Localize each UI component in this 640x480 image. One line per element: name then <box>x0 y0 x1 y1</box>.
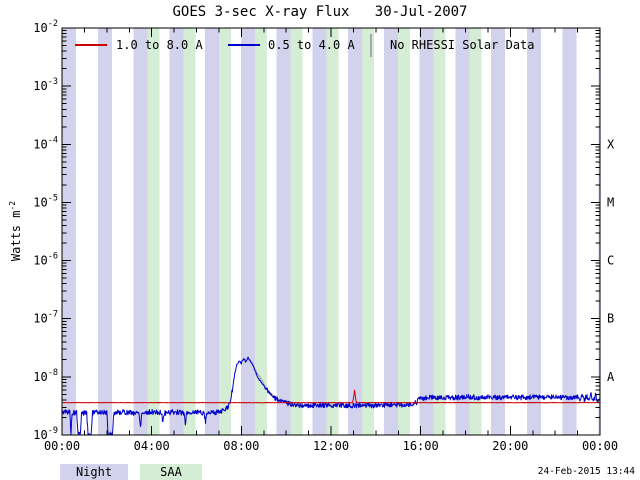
night-band <box>240 28 256 435</box>
series-1-0-to-8-0-a <box>61 389 601 404</box>
flare-class-label: C <box>607 254 614 268</box>
night-band <box>383 28 399 435</box>
series-0-5-to-4-0-a <box>61 356 601 436</box>
x-tick-label: 00:00 <box>44 439 80 453</box>
night-band <box>419 28 434 435</box>
night-band <box>526 28 542 435</box>
x-tick-label: 08:00 <box>223 439 259 453</box>
y-tick-label: 10-3 <box>33 77 58 93</box>
legend-label-goes-short: 0.5 to 4.0 A <box>268 38 355 52</box>
night-band <box>562 28 577 435</box>
night-band <box>169 28 184 435</box>
x-tick-label: 16:00 <box>403 439 439 453</box>
y-tick-label: 10-4 <box>33 135 58 151</box>
x-tick-label: 12:00 <box>313 439 349 453</box>
legend-label-goes-long: 1.0 to 8.0 A <box>116 38 203 52</box>
saa-band <box>362 28 375 435</box>
saa-band <box>255 28 267 435</box>
night-band <box>598 28 600 435</box>
night-band <box>455 28 470 435</box>
night-band <box>97 28 112 435</box>
night-band <box>62 28 77 435</box>
saa-band <box>433 28 446 435</box>
legend-line-goes-short <box>228 44 260 46</box>
flare-class-label: A <box>607 370 615 384</box>
night-band <box>348 28 363 435</box>
axes <box>61 27 601 436</box>
chart-title: GOES 3-sec X-ray Flux 30-Jul-2007 <box>172 4 468 20</box>
x-tick-label: 20:00 <box>492 439 528 453</box>
saa-band <box>183 28 196 435</box>
saa-band <box>290 28 303 435</box>
saa-band <box>469 28 482 435</box>
saa-legend-label: SAA <box>160 465 182 479</box>
night-band <box>312 28 327 435</box>
saa-band <box>326 28 339 435</box>
night-band <box>205 28 220 435</box>
y-tick-label: 10-2 <box>33 19 58 35</box>
night-legend-label: Night <box>75 465 113 479</box>
saa-band <box>147 28 160 435</box>
plot-generation-timestamp: 24-Feb-2015 13:44 <box>537 466 635 477</box>
flare-class-label: X <box>607 137 615 151</box>
night-band <box>491 28 506 435</box>
y-tick-label: 10-7 <box>33 310 58 326</box>
y-axis-title-exponent: -2 <box>8 200 17 211</box>
night-band <box>133 28 148 435</box>
night-legend-swatch: Night <box>60 464 128 480</box>
flare-class-label: B <box>607 312 614 326</box>
night-band <box>276 28 291 435</box>
y-tick-label: 10-8 <box>33 368 58 384</box>
saa-band <box>219 28 232 435</box>
orbit-bands <box>62 28 600 435</box>
y-axis-title: Watts m-2 <box>6 171 23 291</box>
y-tick-label: 10-5 <box>33 193 58 209</box>
legend-line-no-rhessi <box>370 34 372 57</box>
axis-labels: 00:00 04:00 08:00 12:00 16:00 20:00 00:00 10-2 1… <box>33 19 618 453</box>
legend-line-goes-long <box>75 44 107 46</box>
saa-legend-swatch: SAA <box>140 464 202 480</box>
x-tick-label: 00:00 <box>582 439 618 453</box>
x-tick-label: 04:00 <box>134 439 170 453</box>
y-tick-label: 10-6 <box>33 252 58 268</box>
data-series <box>61 356 601 436</box>
flare-class-label: M <box>607 195 614 209</box>
saa-band <box>398 28 410 435</box>
y-axis-title-base: Watts m <box>9 210 23 262</box>
legend-label-no-rhessi: No RHESSI Solar Data <box>390 38 535 52</box>
